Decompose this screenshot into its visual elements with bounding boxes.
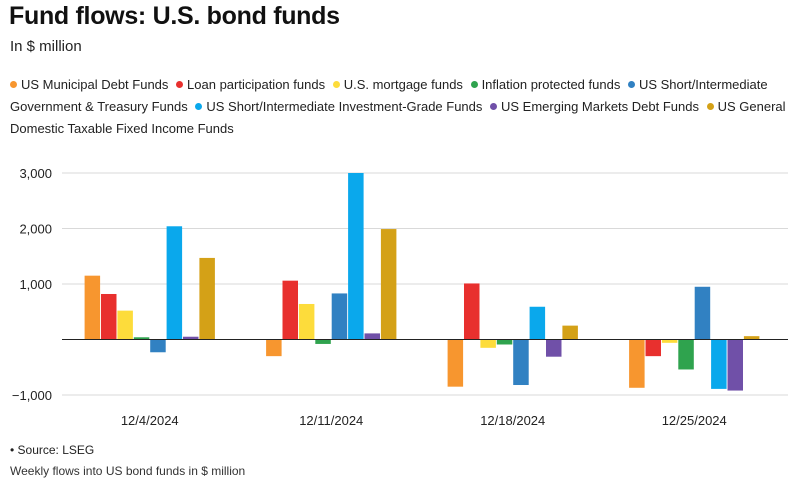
bar bbox=[183, 336, 199, 340]
legend-swatch bbox=[176, 81, 184, 88]
legend-swatch bbox=[10, 81, 17, 88]
bar-chart: 3,000 2,000 1,000 −1,000 12/4/2024 12/11/2024… bbox=[12, 166, 788, 428]
legend-label: Inflation protected funds bbox=[481, 77, 621, 92]
legend-label: Loan participation funds bbox=[187, 77, 326, 92]
bar bbox=[529, 306, 546, 340]
bar bbox=[727, 339, 743, 391]
legend-swatch bbox=[627, 81, 635, 88]
y-tick-label: 2,000 bbox=[19, 222, 52, 237]
legend-item: US Municipal Debt Funds bbox=[10, 77, 168, 92]
legend-swatch bbox=[490, 103, 498, 110]
legend-swatch bbox=[706, 103, 714, 110]
legend-item: US General Domestic Taxable Fixed Income… bbox=[10, 99, 786, 136]
bar bbox=[380, 229, 397, 340]
bar bbox=[298, 303, 315, 340]
legend-label: US Short/Intermediate Government & Treas… bbox=[10, 77, 768, 114]
x-tick-label: 12/4/2024 bbox=[121, 413, 179, 428]
bar bbox=[678, 339, 694, 370]
bar bbox=[464, 283, 480, 340]
legend-label: US Short/Intermediate Investment-Grade F… bbox=[206, 99, 483, 114]
bar bbox=[331, 293, 348, 340]
x-tick-label: 12/25/2024 bbox=[662, 413, 727, 428]
bar bbox=[743, 336, 760, 340]
legend-item: US Short/Intermediate Government & Treas… bbox=[10, 77, 768, 114]
bar bbox=[315, 339, 331, 344]
bar bbox=[364, 333, 380, 340]
bar bbox=[480, 339, 496, 348]
bar bbox=[513, 339, 529, 386]
legend: US Municipal Debt Funds Loan participati… bbox=[10, 74, 790, 140]
chart-subtitle: In $ million bbox=[10, 38, 82, 55]
chart-caption: Weekly flows into US bond funds in $ mil… bbox=[10, 464, 246, 478]
bar bbox=[447, 339, 464, 387]
bar bbox=[117, 310, 133, 340]
bar bbox=[711, 339, 727, 389]
bar bbox=[645, 339, 661, 357]
bar bbox=[133, 337, 150, 340]
y-tick-label: −1,000 bbox=[12, 388, 52, 403]
legend-item: Loan participation funds bbox=[176, 77, 325, 92]
bar bbox=[199, 257, 215, 340]
legend-swatch bbox=[195, 103, 203, 110]
legend-item: Inflation protected funds bbox=[470, 77, 621, 92]
bar bbox=[282, 280, 298, 340]
x-tick-label: 12/18/2024 bbox=[480, 413, 545, 428]
legend-item: US Short/Intermediate Investment-Grade F… bbox=[195, 99, 482, 114]
bar bbox=[166, 226, 183, 340]
bar bbox=[496, 339, 513, 345]
bar bbox=[546, 339, 562, 357]
legend-swatch bbox=[332, 81, 340, 88]
legend-label: U.S. mortgage funds bbox=[343, 77, 463, 92]
bar bbox=[84, 275, 101, 340]
bar bbox=[101, 293, 117, 340]
legend-label: US General Domestic Taxable Fixed Income… bbox=[10, 99, 786, 136]
bar bbox=[150, 339, 166, 353]
bar bbox=[694, 286, 711, 340]
source-note: • Source: LSEG bbox=[10, 443, 95, 457]
bar bbox=[348, 173, 364, 340]
x-tick-label: 12/11/2024 bbox=[299, 413, 363, 428]
y-tick-label: 1,000 bbox=[19, 277, 52, 292]
legend-label: US Emerging Markets Debt Funds bbox=[501, 99, 699, 114]
legend-item: US Emerging Markets Debt Funds bbox=[490, 99, 699, 114]
bar bbox=[661, 339, 678, 343]
legend-item: U.S. mortgage funds bbox=[332, 77, 463, 92]
legend-swatch bbox=[470, 81, 478, 88]
bar bbox=[629, 339, 645, 388]
bar bbox=[266, 339, 282, 357]
bar bbox=[562, 325, 578, 340]
legend-label: US Municipal Debt Funds bbox=[21, 77, 169, 92]
y-tick-label: 3,000 bbox=[19, 166, 52, 181]
chart-title: Fund flows: U.S. bond funds bbox=[9, 2, 340, 30]
